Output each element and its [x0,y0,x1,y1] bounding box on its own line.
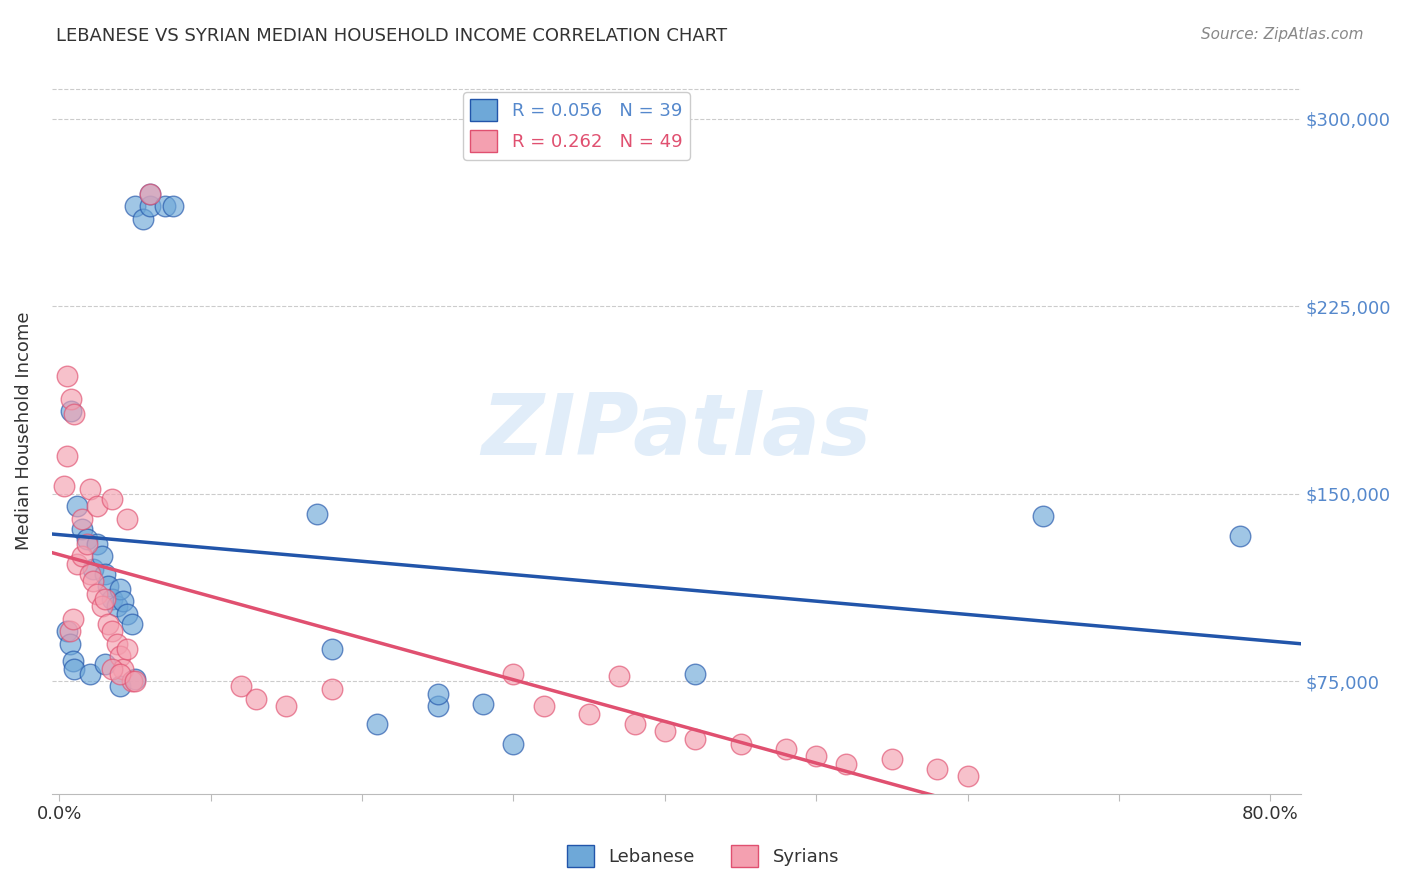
Point [121,674,143,689]
Point [131,211,153,226]
Point [70,511,93,525]
Point [426,699,449,714]
Point [82,561,104,575]
Point [124,672,146,686]
Point [62,612,84,626]
Point [276,699,298,714]
Point [321,641,343,656]
Point [683,731,706,746]
Point [927,762,949,776]
Point [155,199,177,213]
Point [730,737,752,751]
Point [654,724,676,739]
Point [101,624,124,639]
Point [472,697,495,711]
Point [79,566,101,581]
Point [76,536,98,550]
Point [63,662,86,676]
Point [1229,529,1251,543]
Point [63,407,86,421]
Point [79,666,101,681]
Text: ZIPatlas: ZIPatlas [481,390,872,473]
Point [62,654,84,668]
Point [108,666,131,681]
Point [70,522,93,536]
Point [162,199,184,213]
Point [502,666,524,681]
Point [956,769,979,783]
Point [59,624,82,639]
Point [79,482,101,496]
Point [60,404,83,418]
Point [86,587,108,601]
Point [93,591,115,606]
Point [321,681,343,696]
Point [108,679,131,693]
Legend: R = 0.056   N = 39, R = 0.262   N = 49: R = 0.056 N = 39, R = 0.262 N = 49 [463,92,689,160]
Point [124,199,146,213]
Point [139,186,162,201]
Point [101,662,124,676]
Point [76,532,98,546]
Point [124,674,146,689]
Y-axis label: Median Household Income: Median Household Income [15,312,32,550]
Legend: Lebanese, Syrians: Lebanese, Syrians [560,838,846,874]
Point [90,599,112,614]
Point [117,511,139,525]
Point [426,687,449,701]
Point [139,199,162,213]
Point [86,499,108,513]
Point [86,536,108,550]
Point [101,591,124,606]
Point [245,691,267,706]
Point [108,649,131,664]
Point [502,737,524,751]
Point [59,637,82,651]
Point [101,491,124,506]
Point [835,756,858,771]
Point [70,549,93,563]
Point [139,186,162,201]
Point [52,479,75,493]
Point [60,392,83,406]
Point [97,579,120,593]
Point [111,594,134,608]
Point [366,716,388,731]
Point [229,679,252,693]
Point [305,507,328,521]
Point [1032,509,1054,524]
Point [93,566,115,581]
Point [90,549,112,563]
Text: Source: ZipAtlas.com: Source: ZipAtlas.com [1201,27,1364,42]
Point [623,716,645,731]
Point [117,641,139,656]
Point [683,666,706,681]
Point [105,637,128,651]
Text: LEBANESE VS SYRIAN MEDIAN HOUSEHOLD INCOME CORRELATION CHART: LEBANESE VS SYRIAN MEDIAN HOUSEHOLD INCO… [56,27,727,45]
Point [108,582,131,596]
Point [117,607,139,621]
Point [56,369,79,384]
Point [111,662,134,676]
Point [97,616,120,631]
Point [56,624,79,639]
Point [121,616,143,631]
Point [775,741,797,756]
Point [578,706,600,721]
Point [806,749,828,764]
Point [66,557,89,571]
Point [93,657,115,671]
Point [880,752,903,766]
Point [609,669,631,683]
Point [533,699,555,714]
Point [105,599,128,614]
Point [56,449,79,463]
Point [66,499,89,513]
Point [82,574,104,588]
